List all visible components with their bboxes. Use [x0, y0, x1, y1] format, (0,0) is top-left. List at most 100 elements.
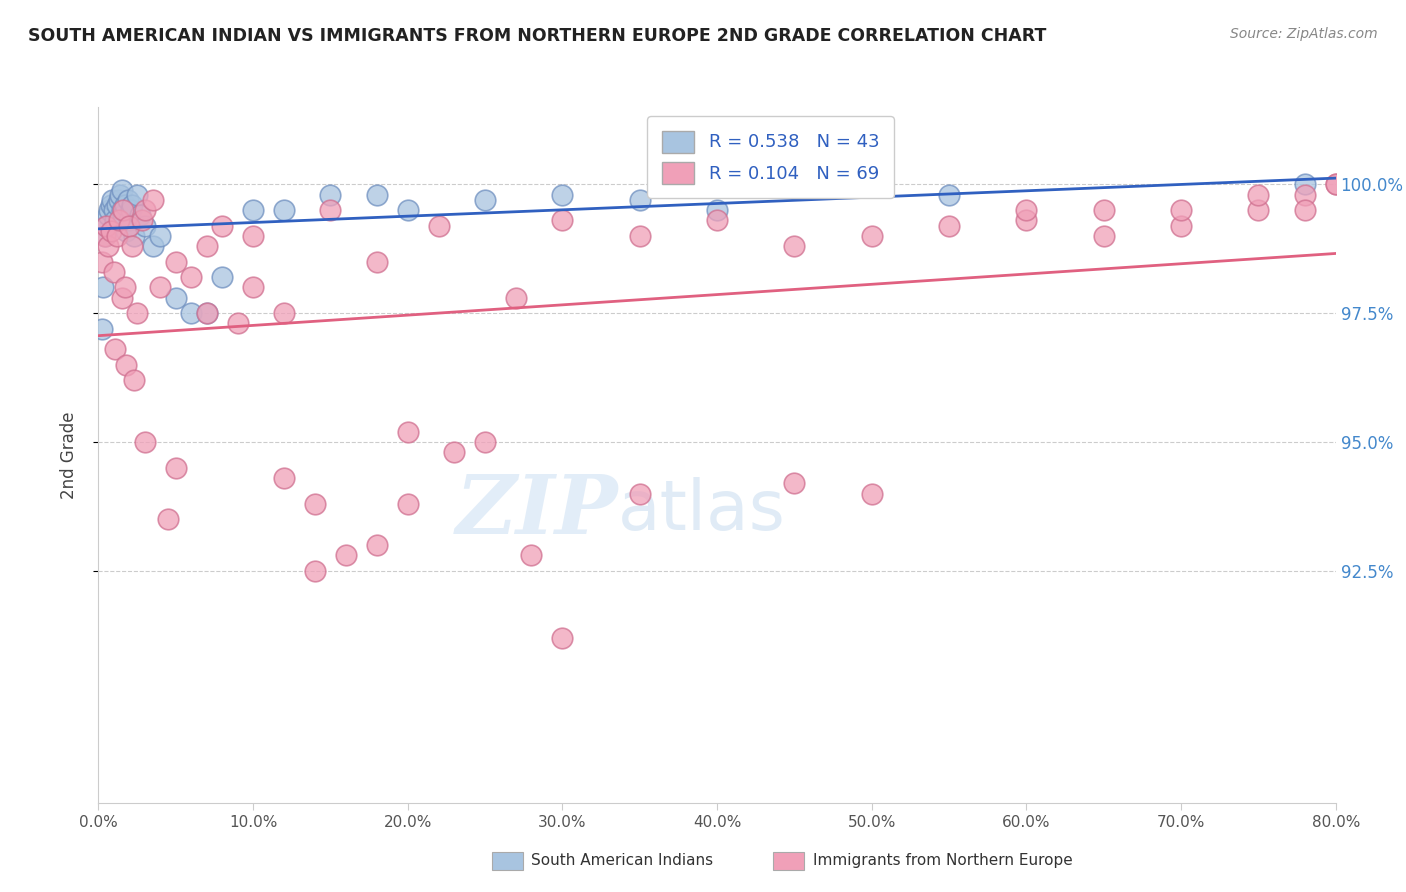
Point: [111, 182, 134, 196]
Point: [1092, 203, 1115, 218]
Point: [107, 213, 129, 227]
Point: [165, 291, 187, 305]
Y-axis label: 2nd Grade: 2nd Grade: [59, 411, 77, 499]
Point: [551, 213, 574, 227]
Text: SOUTH AMERICAN INDIAN VS IMMIGRANTS FROM NORTHERN EUROPE 2ND GRADE CORRELATION C: SOUTH AMERICAN INDIAN VS IMMIGRANTS FROM…: [28, 27, 1046, 45]
Point: [273, 203, 295, 218]
Point: [93, 228, 115, 243]
Point: [114, 198, 136, 212]
Point: [226, 317, 249, 331]
Point: [117, 193, 139, 207]
Point: [366, 187, 388, 202]
Point: [131, 213, 153, 227]
Point: [121, 239, 143, 253]
Point: [1294, 187, 1316, 202]
Point: [1294, 203, 1316, 218]
Point: [860, 486, 883, 500]
Point: [149, 280, 172, 294]
Point: [396, 203, 419, 218]
Point: [90, 254, 112, 268]
Point: [304, 564, 326, 578]
Point: [97, 239, 120, 253]
Point: [242, 203, 264, 218]
Point: [103, 203, 125, 218]
Point: [706, 213, 728, 227]
Point: [112, 203, 135, 218]
Point: [1092, 228, 1115, 243]
Point: [628, 193, 651, 207]
Point: [1170, 219, 1192, 233]
Point: [180, 270, 202, 285]
Point: [101, 193, 124, 207]
Point: [474, 193, 496, 207]
Point: [134, 435, 156, 450]
Point: [114, 280, 136, 294]
Point: [706, 203, 728, 218]
Text: Immigrants from Northern Europe: Immigrants from Northern Europe: [813, 854, 1073, 868]
Point: [122, 373, 145, 387]
Point: [108, 187, 131, 202]
Point: [551, 631, 574, 645]
Point: [211, 219, 233, 233]
Point: [443, 445, 465, 459]
Text: ZIP: ZIP: [456, 471, 619, 550]
Point: [783, 476, 806, 491]
Point: [366, 538, 388, 552]
Point: [120, 203, 142, 218]
Point: [396, 425, 419, 439]
Point: [180, 306, 202, 320]
Point: [118, 219, 141, 233]
Point: [1294, 178, 1316, 192]
Legend: R = 0.538   N = 43, R = 0.104   N = 69: R = 0.538 N = 43, R = 0.104 N = 69: [647, 116, 894, 198]
Point: [551, 187, 574, 202]
Point: [96, 219, 118, 233]
Point: [366, 254, 388, 268]
Point: [100, 198, 122, 212]
Point: [115, 224, 138, 238]
Point: [195, 306, 218, 320]
Point: [100, 224, 122, 238]
Point: [129, 208, 152, 222]
Point: [105, 198, 128, 212]
Point: [938, 219, 960, 233]
Point: [97, 208, 120, 222]
Point: [105, 228, 128, 243]
Point: [127, 306, 149, 320]
Point: [195, 239, 218, 253]
Point: [96, 219, 118, 233]
Point: [505, 291, 527, 305]
Point: [157, 512, 180, 526]
Point: [1247, 203, 1270, 218]
Point: [103, 265, 125, 279]
Point: [90, 321, 112, 335]
Point: [273, 471, 295, 485]
Point: [115, 358, 138, 372]
Point: [427, 219, 450, 233]
Point: [127, 187, 149, 202]
Point: [211, 270, 233, 285]
Point: [474, 435, 496, 450]
Point: [319, 203, 342, 218]
Point: [304, 497, 326, 511]
Point: [134, 203, 156, 218]
Point: [195, 306, 218, 320]
Text: atlas: atlas: [619, 477, 786, 544]
Text: South American Indians: South American Indians: [531, 854, 714, 868]
Point: [107, 193, 129, 207]
Point: [104, 343, 127, 357]
Point: [1324, 178, 1347, 192]
Point: [149, 228, 172, 243]
Point: [122, 228, 145, 243]
Point: [111, 203, 134, 218]
Point: [938, 187, 960, 202]
Point: [273, 306, 295, 320]
Point: [242, 228, 264, 243]
Point: [1015, 213, 1038, 227]
Point: [783, 239, 806, 253]
Point: [104, 213, 127, 227]
Text: Source: ZipAtlas.com: Source: ZipAtlas.com: [1230, 27, 1378, 41]
Point: [242, 280, 264, 294]
Point: [396, 497, 419, 511]
Point: [335, 549, 357, 563]
Point: [134, 219, 156, 233]
